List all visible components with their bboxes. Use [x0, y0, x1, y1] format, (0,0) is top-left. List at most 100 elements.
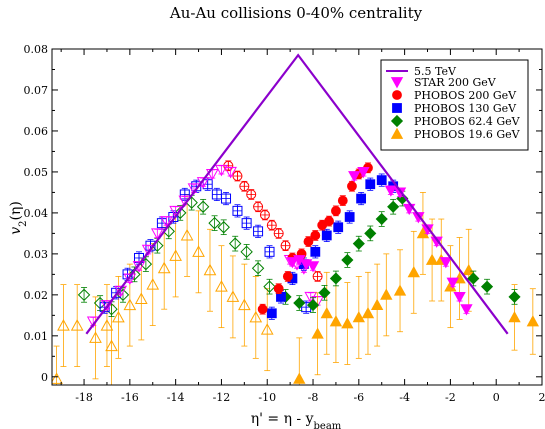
series-0-filled-point	[460, 304, 473, 316]
series-4-filled-point	[462, 263, 475, 276]
series-3-open-point	[263, 280, 276, 293]
series-4-filled-point	[380, 288, 393, 300]
x-tick-label: -18	[75, 391, 93, 404]
series-4-filled-point	[508, 311, 521, 323]
data-layer	[52, 53, 540, 385]
series-4-filled-point	[311, 327, 324, 339]
series-4-open-point	[89, 331, 102, 343]
series-0-filled-point	[357, 167, 370, 179]
series-2-filled-point	[344, 212, 355, 222]
x-tick-label: 2	[539, 391, 545, 404]
series-4-open-point	[123, 298, 137, 311]
series-4-open-point	[157, 261, 171, 274]
series-4-open-point	[112, 310, 125, 323]
x-tick-label: -12	[213, 391, 231, 404]
series-1-filled-point	[303, 236, 314, 247]
series-3-filled-point	[387, 200, 400, 213]
y-tick-label: 0.06	[24, 125, 49, 138]
series-3-open-point	[196, 200, 210, 213]
series-4-filled-point	[352, 311, 365, 323]
series-3-open-point	[240, 245, 253, 259]
legend-label-3: PHOBOS 62.4 GeV	[414, 115, 521, 128]
series-0-open-point	[100, 300, 114, 312]
series-4-filled-point	[526, 315, 540, 327]
y-axis-label-sub: 2	[18, 221, 29, 227]
series-4-filled-point	[329, 315, 343, 327]
series-3-filled-point	[375, 212, 388, 226]
y-axis-label-tail: (η)	[8, 201, 24, 220]
series-3-open-point	[217, 221, 230, 234]
x-tick-label: -8	[308, 391, 319, 404]
series-3-filled-point	[306, 299, 320, 312]
series-1-filled-point	[273, 283, 284, 294]
y-tick-label: 0.02	[24, 289, 49, 302]
series-4-open-point	[192, 245, 205, 257]
series-4-filled-point	[370, 298, 384, 310]
series-1-filled-point	[282, 271, 293, 282]
series-1-filled-point	[310, 230, 321, 241]
legend-marker-4	[390, 127, 404, 139]
y-axis: 0 0.01 0.02 0.03 0.04 0.05 0.06 0.07 0.08	[24, 43, 542, 384]
y-tick-label: 0.03	[24, 248, 49, 261]
series-0-filled-point	[439, 257, 453, 269]
line-5-5-tev	[85, 53, 509, 335]
series-4-open-point	[105, 339, 118, 352]
series-0-open-point	[160, 216, 173, 228]
x-tick-label: -10	[258, 391, 276, 404]
series-3-filled-point	[352, 237, 365, 250]
series-0-filled-point	[453, 292, 466, 304]
series-0-filled-point	[306, 261, 320, 273]
x-axis-label-main: η' = η - y	[251, 411, 314, 427]
y-tick-label: 0	[41, 371, 48, 384]
x-tick-label: -16	[121, 391, 139, 404]
series-3-filled-point	[508, 290, 521, 303]
series-3-filled-point	[318, 286, 331, 299]
series-2-filled-point	[321, 230, 332, 241]
series-4-open-point	[169, 249, 182, 261]
y-tick-label: 0.05	[24, 166, 49, 179]
series-4-open-point	[215, 280, 228, 292]
series-2-filled-point	[376, 175, 387, 186]
series-1-filled-point	[337, 195, 348, 206]
series-4-open-point	[70, 319, 84, 331]
series-4-open-point	[52, 372, 63, 384]
series-4-open-point	[146, 278, 160, 290]
series-1-filled-point	[331, 205, 341, 216]
series-2-filled-point	[266, 308, 277, 319]
series-2-filled-point	[365, 179, 376, 190]
series-4-filled-point	[416, 227, 430, 239]
y-tick-label: 0.08	[24, 43, 49, 56]
series-4-filled-point	[293, 372, 306, 384]
legend-label-line: 5.5 TeV	[414, 65, 457, 78]
series-4-filled-point	[361, 306, 375, 319]
series-0-open-point	[224, 166, 237, 179]
chart-title: Au-Au collisions 0-40% centrality	[169, 4, 423, 22]
series-3-open-point	[228, 237, 242, 250]
series-4-filled-point	[320, 306, 333, 319]
legend-box	[380, 59, 529, 151]
series-4-open-point	[100, 319, 114, 331]
legend-marker-1	[392, 90, 402, 100]
series-3-filled-point	[341, 253, 354, 267]
y-axis-label-main: v	[8, 227, 24, 235]
x-tick-label: -14	[167, 391, 185, 404]
series-1-filled-point	[317, 220, 328, 231]
series-1-filled-point	[347, 181, 357, 192]
y-axis-label: v2(η)	[8, 201, 29, 235]
x-tick-label: 0	[493, 391, 500, 404]
series-3-filled-point	[329, 272, 342, 285]
series-0-filled-point	[286, 257, 299, 269]
series-4-open-point	[249, 310, 263, 323]
x-axis: -18 -16 -14 -12 -10 -8 -6 -4 -2 0 2	[60, 49, 545, 404]
series-4-filled-point	[393, 284, 407, 296]
series-2-filled-point	[310, 246, 321, 257]
series-4-open-point	[180, 228, 194, 241]
series-4-filled-point	[407, 265, 420, 278]
series-3-filled-point	[364, 227, 377, 240]
x-tick-label: -6	[353, 391, 364, 404]
series-3-filled-point	[293, 296, 306, 310]
series-3-open-point	[128, 268, 141, 281]
x-tick-label: -4	[399, 391, 410, 404]
legend-marker-3	[390, 114, 404, 128]
